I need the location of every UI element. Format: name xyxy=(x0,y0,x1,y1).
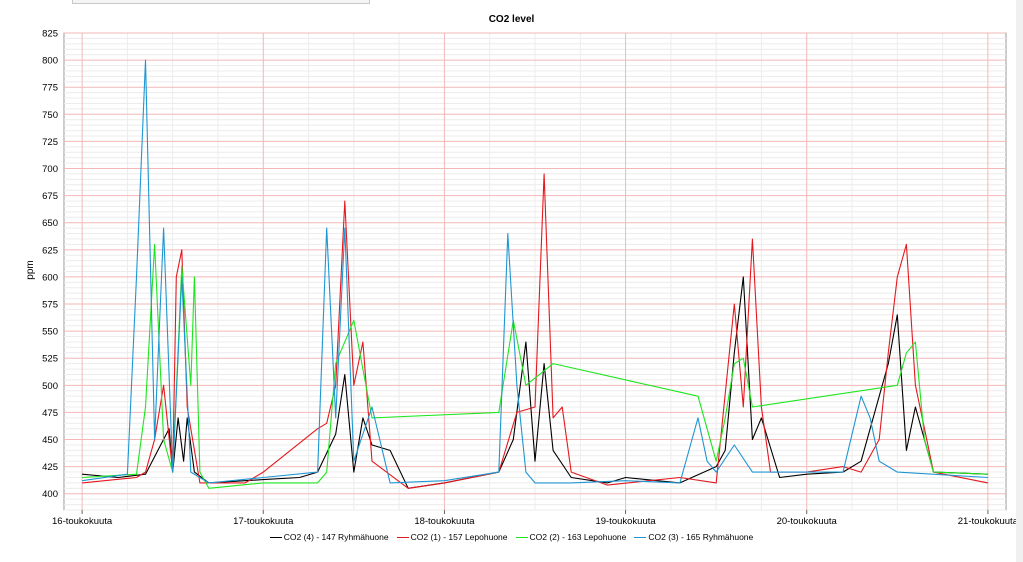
legend-label: CO2 (3) - 165 Ryhmähuone xyxy=(648,532,754,542)
co2-line-chart: 400 425 450 475 500 525 550 575 600 625 650 675 700 7… xyxy=(25,29,1016,528)
y-tick-label: 525 xyxy=(42,354,58,365)
legend-swatch xyxy=(269,537,282,539)
window-edge xyxy=(1016,0,1023,562)
y-tick-label: 700 xyxy=(42,164,58,175)
y-tick-label: 450 xyxy=(42,435,58,446)
y-tick-label: 575 xyxy=(42,300,58,311)
legend-swatch xyxy=(515,537,528,539)
y-tick-label: 400 xyxy=(42,489,58,500)
legend-swatch xyxy=(634,537,647,539)
y-tick-label: 825 xyxy=(42,29,58,40)
y-tick-label: 625 xyxy=(42,245,58,256)
series-line xyxy=(82,59,988,484)
major-grid xyxy=(64,32,1006,510)
legend-label: CO2 (4) - 147 Ryhmähuone xyxy=(283,532,389,542)
y-tick-label: 425 xyxy=(42,462,58,473)
legend-label: CO2 (2) - 163 Lepohuone xyxy=(529,532,627,542)
legend-item: CO2 (3) - 165 Ryhmähuone xyxy=(634,532,753,542)
x-tick-label: 19-toukokuuta xyxy=(595,516,656,527)
tab-strip xyxy=(72,0,370,4)
y-axis-ticks: 400 425 450 475 500 525 550 575 600 625 650 675 700 7… xyxy=(42,29,58,501)
y-tick-label: 800 xyxy=(42,56,58,67)
series-layer xyxy=(82,59,989,489)
legend-item: CO2 (1) - 157 Lepohuone xyxy=(396,532,508,542)
x-tick-label: 21-toukokuuta xyxy=(958,516,1016,527)
legend-swatch xyxy=(396,537,409,539)
x-tick-label: 17-toukokuuta xyxy=(233,516,294,527)
x-axis-ticks: 16-toukokuuta 17-toukokuuta 18-toukokuuta 1… xyxy=(52,510,1016,527)
y-tick-label: 475 xyxy=(42,408,58,419)
y-tick-label: 650 xyxy=(42,218,58,229)
legend-item: CO2 (2) - 163 Lepohuone xyxy=(515,532,627,542)
y-tick-label: 600 xyxy=(42,272,58,283)
series-line xyxy=(82,276,988,489)
y-axis-label: ppm xyxy=(25,260,36,279)
x-tick-label: 18-toukokuuta xyxy=(414,516,475,527)
y-tick-label: 725 xyxy=(42,137,58,148)
y-tick-label: 550 xyxy=(42,327,58,338)
x-tick-label: 16-toukokuuta xyxy=(52,516,113,527)
y-tick-label: 775 xyxy=(42,83,58,94)
chart-title: CO2 level xyxy=(488,14,535,25)
y-tick-label: 750 xyxy=(42,110,58,121)
x-tick-label: 20-toukokuuta xyxy=(777,516,838,527)
legend-item: CO2 (4) - 147 Ryhmähuone xyxy=(269,532,389,542)
minor-grid xyxy=(64,33,1006,511)
y-tick-label: 500 xyxy=(42,381,58,392)
y-tick-label: 675 xyxy=(42,191,58,202)
legend: CO2 (4) - 147 Ryhmähuone CO2 (1) - 157 Le… xyxy=(0,532,1023,542)
legend-label: CO2 (1) - 157 Lepohuone xyxy=(410,532,508,542)
